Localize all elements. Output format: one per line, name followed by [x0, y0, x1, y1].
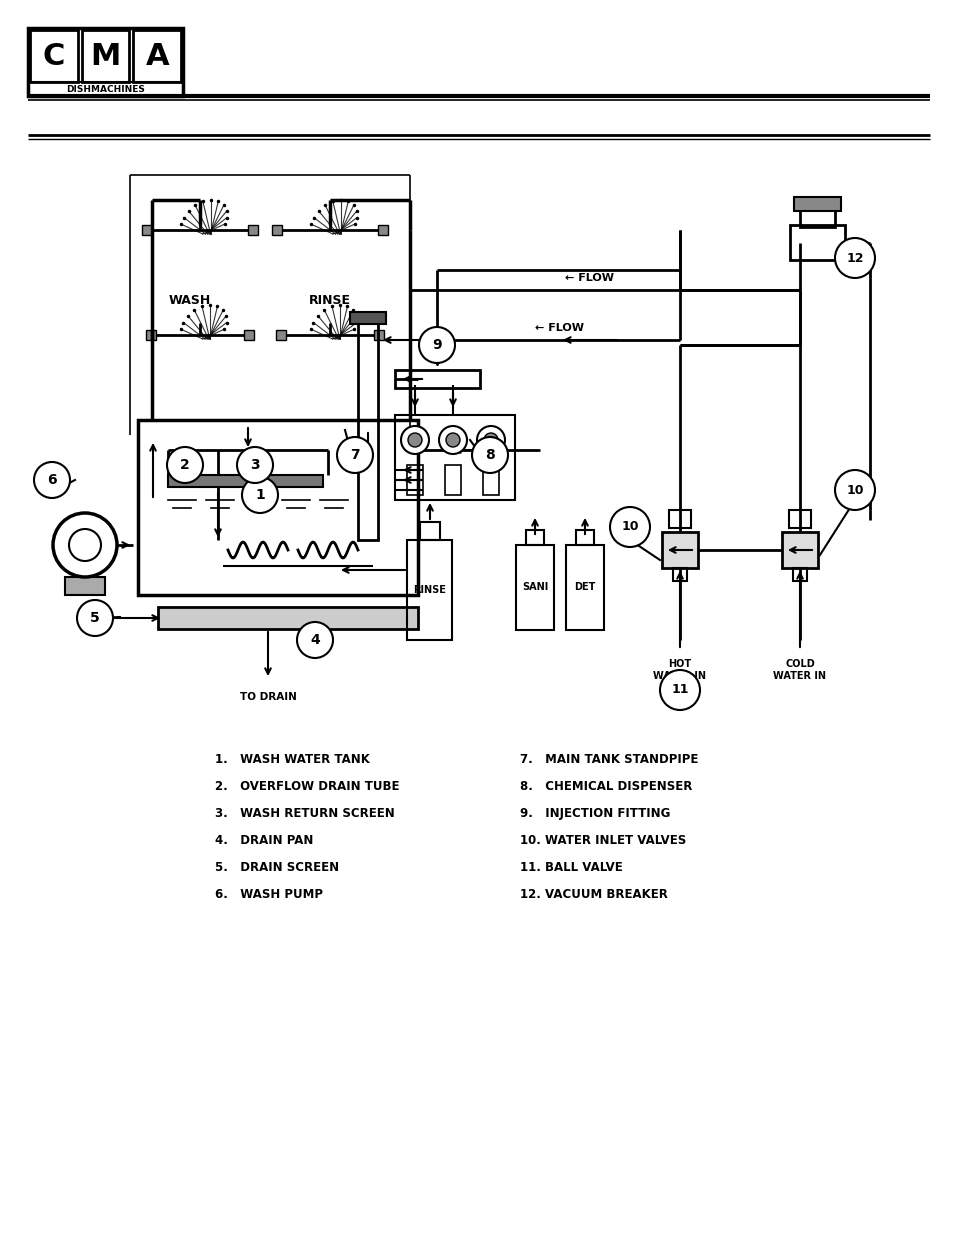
Bar [82, 30, 130, 82]
Circle shape [53, 513, 117, 577]
Text: 3: 3 [250, 458, 259, 472]
Bar [792, 568, 806, 580]
Bar [28, 82, 183, 96]
Text: DET: DET [574, 583, 595, 593]
Bar [133, 30, 181, 82]
Text: COLD
WATER IN: COLD WATER IN [773, 659, 825, 680]
Bar [407, 540, 452, 640]
Text: ← FLOW: ← FLOW [535, 324, 584, 333]
Text: 1: 1 [254, 488, 265, 501]
Bar [30, 30, 77, 82]
Text: HOT
WATER IN: HOT WATER IN [653, 659, 706, 680]
Text: 10: 10 [845, 483, 862, 496]
Circle shape [483, 433, 497, 447]
Circle shape [659, 671, 700, 710]
Bar [138, 420, 417, 595]
Text: 5: 5 [90, 611, 100, 625]
Bar [419, 522, 439, 540]
Bar [793, 198, 841, 211]
Text: C: C [43, 42, 65, 70]
Text: M: M [91, 42, 121, 70]
Bar [272, 225, 282, 235]
Circle shape [418, 327, 455, 363]
Text: 2: 2 [180, 458, 190, 472]
Circle shape [834, 471, 874, 510]
Bar [142, 225, 152, 235]
Bar [661, 532, 698, 568]
Text: 9.   INJECTION FITTING: 9. INJECTION FITTING [519, 808, 670, 820]
Bar [275, 330, 286, 340]
Bar [565, 545, 603, 630]
Text: 4.   DRAIN PAN: 4. DRAIN PAN [214, 835, 313, 847]
Bar [526, 530, 543, 545]
Text: 12: 12 [845, 252, 862, 264]
Text: 4: 4 [310, 634, 319, 647]
Circle shape [400, 426, 429, 454]
Bar [146, 330, 156, 340]
Circle shape [296, 622, 333, 658]
Circle shape [834, 238, 874, 278]
Bar [65, 577, 105, 595]
Bar [244, 330, 253, 340]
Bar [168, 475, 323, 487]
Circle shape [236, 447, 273, 483]
Bar [248, 225, 257, 235]
Bar [407, 466, 422, 495]
Text: DISHMACHINES: DISHMACHINES [66, 84, 145, 94]
Bar [516, 545, 554, 630]
Text: 10. WATER INLET VALVES: 10. WATER INLET VALVES [519, 835, 685, 847]
Text: RINSE: RINSE [309, 294, 351, 306]
Text: 7.   MAIN TANK STANDPIPE: 7. MAIN TANK STANDPIPE [519, 753, 698, 767]
Text: 10: 10 [620, 520, 639, 534]
Circle shape [167, 447, 203, 483]
Text: 12. VACUUM BREAKER: 12. VACUUM BREAKER [519, 888, 667, 902]
Text: RINSE: RINSE [414, 585, 446, 595]
Circle shape [336, 437, 373, 473]
Bar [788, 510, 810, 529]
Text: 7: 7 [350, 448, 359, 462]
Circle shape [408, 433, 421, 447]
Bar [672, 568, 686, 580]
Text: SANI: SANI [521, 583, 548, 593]
Bar [395, 415, 515, 500]
Text: 3.   WASH RETURN SCREEN: 3. WASH RETURN SCREEN [214, 808, 395, 820]
Circle shape [242, 477, 277, 513]
Text: 9: 9 [432, 338, 441, 352]
Bar [377, 225, 388, 235]
Bar [374, 330, 384, 340]
Text: A: A [145, 42, 169, 70]
Text: 6: 6 [47, 473, 57, 487]
Bar [800, 207, 834, 227]
Text: 1.   WASH WATER TANK: 1. WASH WATER TANK [214, 753, 370, 767]
Circle shape [476, 426, 504, 454]
Circle shape [609, 508, 649, 547]
Text: WASH: WASH [169, 294, 211, 306]
Circle shape [69, 529, 101, 561]
Circle shape [446, 433, 459, 447]
Bar [444, 466, 460, 495]
Text: TO DRAIN: TO DRAIN [239, 692, 296, 701]
Text: 2.   OVERFLOW DRAIN TUBE: 2. OVERFLOW DRAIN TUBE [214, 781, 399, 794]
Bar [576, 530, 593, 545]
Circle shape [34, 462, 70, 498]
Bar [789, 225, 844, 261]
Text: 8.   CHEMICAL DISPENSER: 8. CHEMICAL DISPENSER [519, 781, 692, 794]
Bar [158, 606, 417, 629]
Bar [395, 370, 479, 388]
Bar [781, 532, 817, 568]
Circle shape [472, 437, 507, 473]
Bar [668, 510, 690, 529]
Circle shape [77, 600, 112, 636]
Bar [28, 28, 183, 96]
Circle shape [438, 426, 467, 454]
Bar [357, 320, 377, 540]
Text: 6.   WASH PUMP: 6. WASH PUMP [214, 888, 323, 902]
Text: 8: 8 [485, 448, 495, 462]
Text: 5.   DRAIN SCREEN: 5. DRAIN SCREEN [214, 862, 338, 874]
Text: 11: 11 [671, 683, 688, 697]
Text: 11. BALL VALVE: 11. BALL VALVE [519, 862, 622, 874]
Bar [482, 466, 498, 495]
Text: ← FLOW: ← FLOW [565, 273, 614, 283]
Bar [350, 312, 386, 324]
